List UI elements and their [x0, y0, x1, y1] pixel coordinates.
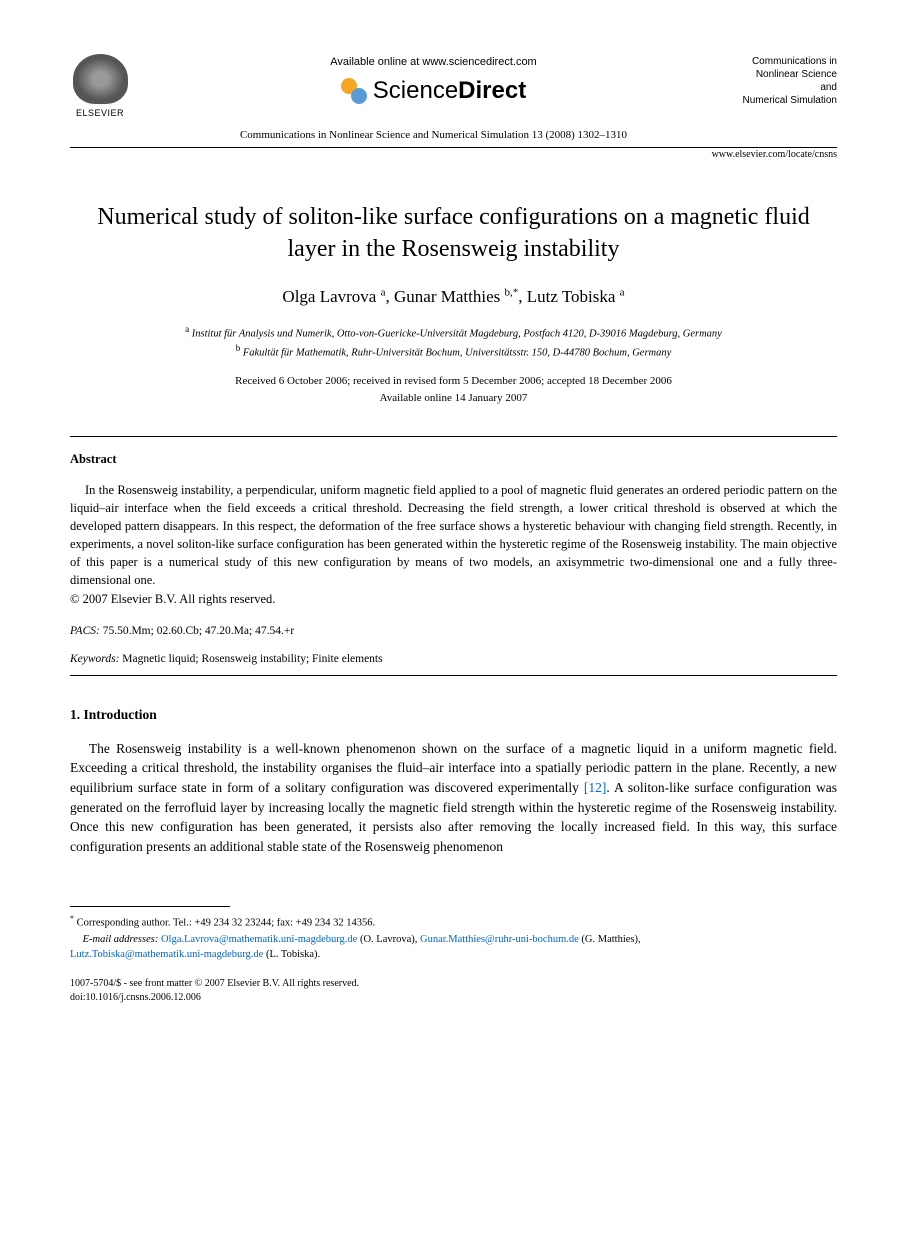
- author-3: Lutz Tobiska: [527, 287, 616, 306]
- available-online-text: Available online at www.sciencedirect.co…: [130, 55, 737, 70]
- intro-paragraph: The Rosensweig instability is a well-kno…: [70, 739, 837, 856]
- received-date: Received 6 October 2006; received in rev…: [70, 373, 837, 390]
- aff-b-sup: b: [236, 343, 241, 353]
- affiliation-a: a Institut für Analysis und Numerik, Ott…: [70, 323, 837, 342]
- sciencedirect-wordmark: ScienceDirect: [373, 74, 526, 108]
- citation-text: Communications in Nonlinear Science and …: [240, 128, 627, 143]
- front-matter-line: 1007-5704/$ - see front matter © 2007 El…: [70, 977, 837, 991]
- email-3[interactable]: Lutz.Tobiska@mathematik.uni-magdeburg.de: [70, 949, 263, 960]
- author-2: Gunar Matthies: [394, 287, 500, 306]
- ref-12-link[interactable]: [12]: [584, 780, 607, 795]
- corresponding-author-footnote: * Corresponding author. Tel.: +49 234 32…: [70, 913, 837, 931]
- page-header: ELSEVIER Available online at www.science…: [70, 50, 837, 120]
- publisher-name: ELSEVIER: [76, 107, 124, 120]
- aff-a-sup: a: [185, 324, 189, 334]
- journal-url: www.elsevier.com/locate/cnsns: [70, 148, 837, 162]
- email-2[interactable]: Gunar.Matthies@ruhr-uni-bochum.de: [420, 934, 579, 945]
- aff-a-text: Institut für Analysis und Numerik, Otto-…: [192, 328, 722, 339]
- author-1-sup: a: [381, 286, 386, 298]
- article-dates: Received 6 October 2006; received in rev…: [70, 373, 837, 406]
- abstract-heading: Abstract: [70, 451, 837, 469]
- keywords-label: Keywords:: [70, 653, 119, 665]
- sciencedirect-icon: [341, 78, 367, 104]
- journal-name-line1: Communications in: [737, 55, 837, 68]
- abstract-body: In the Rosensweig instability, a perpend…: [70, 481, 837, 590]
- elsevier-tree-icon: [73, 54, 128, 104]
- author-1: Olga Lavrova: [282, 287, 376, 306]
- journal-name-line3: Numerical Simulation: [737, 94, 837, 107]
- abstract-copyright: © 2007 Elsevier B.V. All rights reserved…: [70, 591, 837, 609]
- corr-marker: *: [70, 914, 74, 923]
- author-3-sup: a: [620, 286, 625, 298]
- email-3-name: (L. Tobiska).: [263, 949, 320, 960]
- abstract-bottom-rule: [70, 675, 837, 676]
- online-date: Available online 14 January 2007: [70, 390, 837, 407]
- keywords-line: Keywords: Magnetic liquid; Rosensweig in…: [70, 651, 837, 667]
- citation-row: Communications in Nonlinear Science and …: [70, 128, 837, 143]
- pacs-value: 75.50.Mm; 02.60.Cb; 47.20.Ma; 47.54.+r: [103, 625, 294, 637]
- sd-light: Science: [373, 77, 458, 104]
- pacs-label: PACS:: [70, 625, 100, 637]
- corr-text: Corresponding author. Tel.: +49 234 32 2…: [77, 918, 375, 929]
- footnote-rule: [70, 906, 230, 907]
- email-2-name: (G. Matthies),: [579, 934, 641, 945]
- doi-line: doi:10.1016/j.cnsns.2006.12.006: [70, 991, 837, 1005]
- keywords-value: Magnetic liquid; Rosensweig instability;…: [122, 653, 382, 665]
- sciencedirect-logo: ScienceDirect: [130, 74, 737, 108]
- doi-block: 1007-5704/$ - see front matter © 2007 El…: [70, 977, 837, 1005]
- aff-b-text: Fakultät für Mathematik, Ruhr-Universitä…: [243, 347, 672, 358]
- author-2-sup: b,*: [504, 286, 518, 298]
- authors-line: Olga Lavrova a, Gunar Matthies b,*, Lutz…: [70, 285, 837, 309]
- article-title: Numerical study of soliton-like surface …: [90, 202, 817, 264]
- email-1-name: (O. Lavrova),: [357, 934, 420, 945]
- section-1-heading: 1. Introduction: [70, 706, 837, 725]
- affiliations: a Institut für Analysis und Numerik, Ott…: [70, 323, 837, 362]
- elsevier-logo: ELSEVIER: [70, 50, 130, 120]
- sd-bold: Direct: [458, 77, 526, 104]
- pacs-line: PACS: 75.50.Mm; 02.60.Cb; 47.20.Ma; 47.5…: [70, 623, 837, 639]
- journal-cover-title: Communications in Nonlinear Science and …: [737, 50, 837, 107]
- email-footnote: E-mail addresses: Olga.Lavrova@mathemati…: [70, 932, 837, 964]
- email-1[interactable]: Olga.Lavrova@mathematik.uni-magdeburg.de: [161, 934, 357, 945]
- journal-name-line2: Nonlinear Science and: [737, 68, 837, 94]
- email-label: E-mail addresses:: [83, 934, 159, 945]
- affiliation-b: b Fakultät für Mathematik, Ruhr-Universi…: [70, 342, 837, 361]
- sciencedirect-block: Available online at www.sciencedirect.co…: [130, 50, 737, 108]
